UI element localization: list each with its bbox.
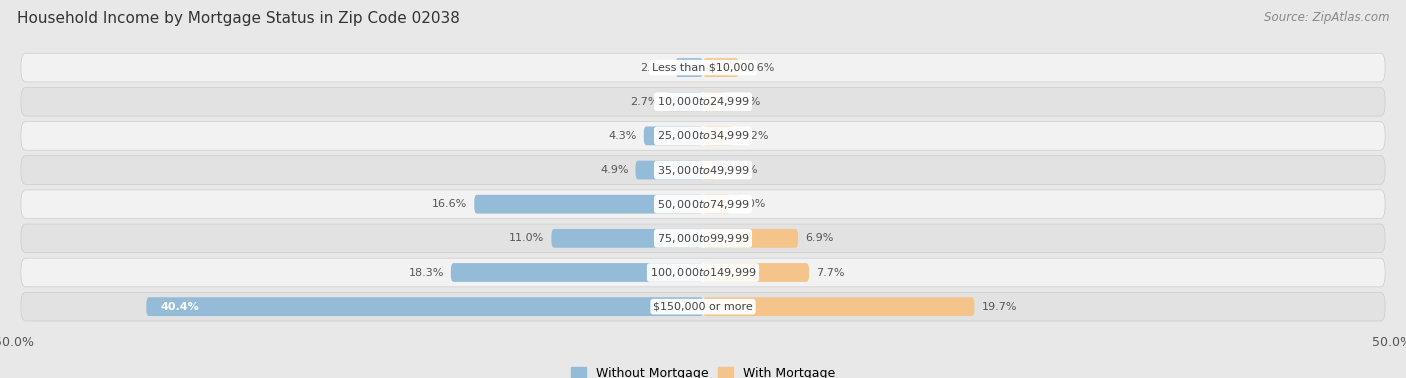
- Text: 1.7%: 1.7%: [734, 97, 762, 107]
- FancyBboxPatch shape: [703, 297, 974, 316]
- FancyBboxPatch shape: [644, 127, 703, 145]
- FancyBboxPatch shape: [21, 156, 1385, 184]
- Text: Household Income by Mortgage Status in Zip Code 02038: Household Income by Mortgage Status in Z…: [17, 11, 460, 26]
- Text: 2.7%: 2.7%: [630, 97, 659, 107]
- FancyBboxPatch shape: [703, 127, 734, 145]
- FancyBboxPatch shape: [703, 263, 808, 282]
- FancyBboxPatch shape: [21, 258, 1385, 287]
- FancyBboxPatch shape: [675, 58, 703, 77]
- FancyBboxPatch shape: [703, 92, 727, 111]
- FancyBboxPatch shape: [21, 53, 1385, 82]
- Text: 7.7%: 7.7%: [815, 268, 845, 277]
- FancyBboxPatch shape: [636, 161, 703, 180]
- Text: 18.3%: 18.3%: [409, 268, 444, 277]
- Text: 2.0%: 2.0%: [640, 63, 669, 73]
- Legend: Without Mortgage, With Mortgage: Without Mortgage, With Mortgage: [565, 362, 841, 378]
- Text: Source: ZipAtlas.com: Source: ZipAtlas.com: [1264, 11, 1389, 24]
- Text: 19.7%: 19.7%: [981, 302, 1017, 311]
- FancyBboxPatch shape: [21, 122, 1385, 150]
- Text: $25,000 to $34,999: $25,000 to $34,999: [657, 129, 749, 143]
- Text: 16.6%: 16.6%: [432, 199, 467, 209]
- Text: $50,000 to $74,999: $50,000 to $74,999: [657, 198, 749, 211]
- FancyBboxPatch shape: [451, 263, 703, 282]
- Text: $150,000 or more: $150,000 or more: [654, 302, 752, 311]
- FancyBboxPatch shape: [21, 224, 1385, 253]
- Text: 11.0%: 11.0%: [509, 233, 544, 243]
- Text: $100,000 to $149,999: $100,000 to $149,999: [650, 266, 756, 279]
- Text: 4.9%: 4.9%: [600, 165, 628, 175]
- FancyBboxPatch shape: [703, 195, 731, 214]
- Text: 2.6%: 2.6%: [745, 63, 775, 73]
- FancyBboxPatch shape: [703, 58, 738, 77]
- FancyBboxPatch shape: [146, 297, 703, 316]
- Text: 40.4%: 40.4%: [160, 302, 198, 311]
- FancyBboxPatch shape: [21, 87, 1385, 116]
- FancyBboxPatch shape: [703, 161, 716, 180]
- FancyBboxPatch shape: [21, 292, 1385, 321]
- FancyBboxPatch shape: [21, 190, 1385, 218]
- FancyBboxPatch shape: [666, 92, 703, 111]
- Text: 0.92%: 0.92%: [723, 165, 758, 175]
- Text: 2.0%: 2.0%: [738, 199, 766, 209]
- Text: $10,000 to $24,999: $10,000 to $24,999: [657, 95, 749, 108]
- Text: 6.9%: 6.9%: [806, 233, 834, 243]
- FancyBboxPatch shape: [474, 195, 703, 214]
- Text: Less than $10,000: Less than $10,000: [652, 63, 754, 73]
- FancyBboxPatch shape: [703, 229, 799, 248]
- Text: 4.3%: 4.3%: [609, 131, 637, 141]
- FancyBboxPatch shape: [551, 229, 703, 248]
- Text: 2.2%: 2.2%: [740, 131, 769, 141]
- Text: $75,000 to $99,999: $75,000 to $99,999: [657, 232, 749, 245]
- Text: $35,000 to $49,999: $35,000 to $49,999: [657, 164, 749, 177]
